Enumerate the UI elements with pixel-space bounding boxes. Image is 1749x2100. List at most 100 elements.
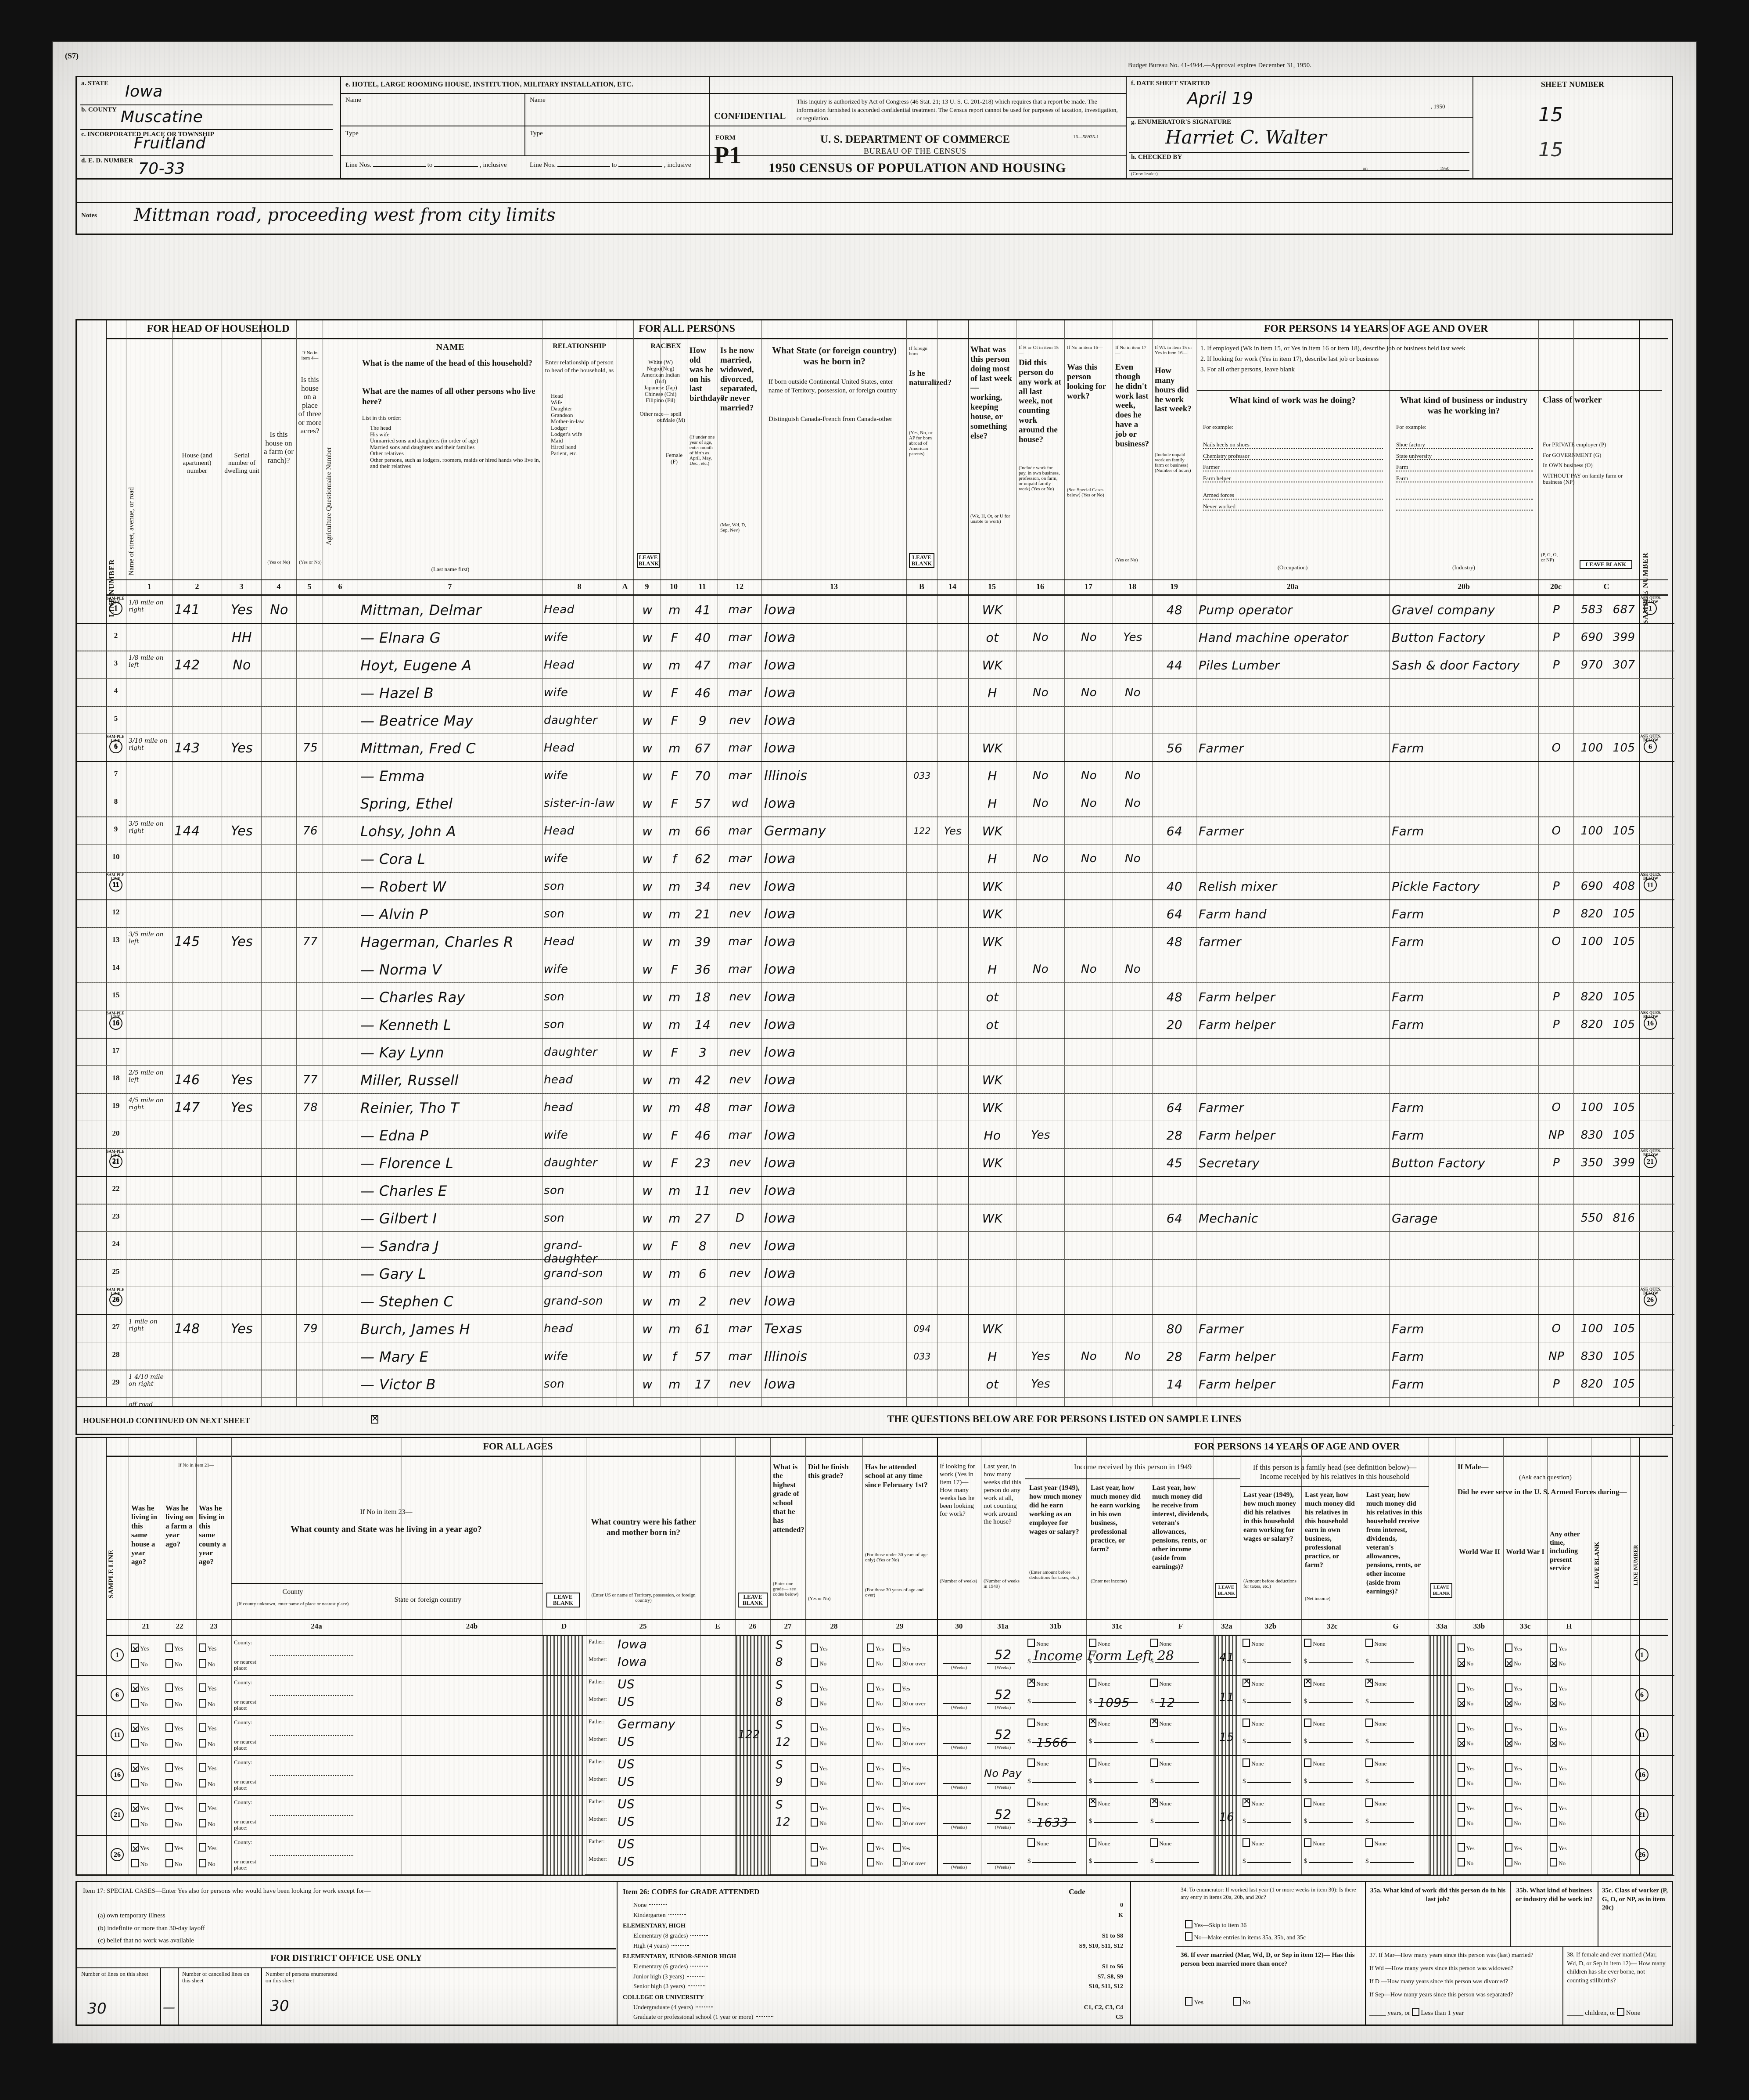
sample-armed-forces-33b[interactable]: Yes No	[1505, 1721, 1522, 1751]
sample-q28-age-option[interactable]: Yes 30 or over	[893, 1681, 926, 1711]
sample-q28-age-option[interactable]: Yes 30 or over	[893, 1721, 926, 1751]
sample-armed-forces-33a[interactable]: Yes No	[1458, 1681, 1475, 1711]
sample-none-checkbox-32b[interactable]: None	[1304, 1719, 1325, 1727]
table-row[interactable]: 2 HH — Elnara G wife w F 40 mar Iowa ot No No Yes Han…	[77, 623, 1674, 651]
sample-none-checkbox-31b[interactable]: None	[1089, 1716, 1110, 1727]
table-row[interactable]: 7 — Emma wife w F 70 mar Illinois 033 H No No No	[77, 762, 1674, 789]
sample-none-checkbox-32a[interactable]: None	[1243, 1796, 1264, 1807]
sample-yesno-21[interactable]: Yes No	[131, 1841, 149, 1873]
table-row[interactable]: 21 21 21 SAM-PLE LINE ASK QUES. BELOW — Flore…	[77, 1149, 1674, 1177]
sample-none-checkbox-32b[interactable]: None	[1304, 1639, 1325, 1647]
sample-none-checkbox-32c[interactable]: None	[1365, 1758, 1386, 1767]
sample-q27-yesno[interactable]: Yes No	[811, 1761, 828, 1791]
sample-q28-age-option[interactable]: Yes 30 or over	[893, 1801, 926, 1831]
table-row[interactable]: 10 — Cora L wife w f 62 mar Iowa H No No No	[77, 845, 1674, 873]
sample-none-checkbox-32a[interactable]: None	[1243, 1758, 1264, 1767]
table-row[interactable]: 26 26 26 SAM-PLE LINE ASK QUES. BELOW — Steph…	[77, 1287, 1674, 1315]
sample-none-checkbox-32c[interactable]: None	[1365, 1676, 1386, 1687]
sample-yesno-21[interactable]: Yes No	[131, 1801, 149, 1833]
table-row[interactable]: 12 — Alvin P son w m 21 nev Iowa WK 64 Farm hand Fa…	[77, 900, 1674, 928]
sample-none-checkbox-32b[interactable]: None	[1304, 1838, 1325, 1847]
sample-q27-yesno[interactable]: Yes No	[811, 1721, 828, 1751]
sample-armed-forces-33a[interactable]: Yes No	[1458, 1761, 1475, 1791]
sample-armed-forces-33b[interactable]: Yes No	[1505, 1681, 1522, 1711]
sample-none-checkbox-31a[interactable]: None	[1027, 1719, 1049, 1727]
sample-table-row[interactable]: 6 6 Yes No Yes No Yes No County: or nearest…	[77, 1676, 1674, 1716]
sample-yesno-22[interactable]: Yes No	[165, 1841, 183, 1873]
sample-armed-forces-33a[interactable]: Yes No	[1458, 1801, 1475, 1831]
q34-yes-option[interactable]: Yes—Skip to item 36	[1185, 1920, 1246, 1929]
sample-none-checkbox-32a[interactable]: None	[1243, 1719, 1264, 1727]
table-row[interactable]: 24 — Sandra J grand-daughter w F 8 nev Iowa	[77, 1232, 1674, 1266]
sample-q27-yesno[interactable]: Yes No	[811, 1641, 828, 1671]
sample-none-checkbox-32b[interactable]: None	[1304, 1758, 1325, 1767]
sample-armed-forces-33c[interactable]: Yes No	[1550, 1801, 1567, 1831]
sample-none-checkbox-32a[interactable]: None	[1243, 1838, 1264, 1847]
table-row[interactable]: 23 — Gilbert I son w m 27 D Iowa WK 64 Mechanic Gar…	[77, 1204, 1674, 1232]
table-row[interactable]: 22 — Charles E son w m 11 nev Iowa	[77, 1176, 1674, 1205]
sample-yesno-22[interactable]: Yes No	[165, 1721, 183, 1753]
sample-none-checkbox-31c[interactable]: None	[1150, 1716, 1171, 1727]
table-row[interactable]: 4 — Hazel B wife w F 46 mar Iowa H No No No	[77, 679, 1674, 707]
table-row[interactable]: 3 1/8 mile on left 142 No Hoyt, Eugene A Head…	[77, 651, 1674, 679]
sample-armed-forces-33b[interactable]: Yes No	[1505, 1841, 1522, 1871]
sample-none-checkbox-32b[interactable]: None	[1304, 1676, 1325, 1687]
sample-none-checkbox-32a[interactable]: None	[1243, 1676, 1264, 1687]
sample-table-row[interactable]: 16 16 Yes No Yes No Yes No County: or neare…	[77, 1756, 1674, 1796]
sample-armed-forces-33b[interactable]: Yes No	[1505, 1801, 1522, 1831]
table-row[interactable]: 18 2/5 mile on left 146 Yes 77 Miller, Russel…	[77, 1066, 1674, 1094]
sample-none-checkbox-31c[interactable]: None	[1150, 1639, 1171, 1647]
table-row[interactable]: 19 4/5 mile on right 147 Yes 78 Reinier, Tho …	[77, 1093, 1674, 1121]
sample-yesno-23[interactable]: Yes No	[199, 1721, 216, 1753]
table-row[interactable]: 14 — Norma V wife w F 36 mar Iowa H No No No	[77, 955, 1674, 983]
sample-armed-forces-33c[interactable]: Yes No	[1550, 1721, 1567, 1751]
sample-q28-yesno[interactable]: Yes No	[867, 1761, 884, 1791]
sample-q27-yesno[interactable]: Yes No	[811, 1801, 828, 1831]
sample-yesno-21[interactable]: Yes No	[131, 1641, 149, 1673]
sample-none-checkbox-32c[interactable]: None	[1365, 1798, 1386, 1807]
sample-q28-yesno[interactable]: Yes No	[867, 1641, 884, 1671]
sample-q28-age-option[interactable]: Yes 30 or over	[893, 1761, 926, 1791]
sample-yesno-23[interactable]: Yes No	[199, 1801, 216, 1833]
sample-armed-forces-33c[interactable]: Yes No	[1550, 1641, 1567, 1671]
sample-yesno-22[interactable]: Yes No	[165, 1641, 183, 1673]
sample-q27-yesno[interactable]: Yes No	[811, 1681, 828, 1711]
table-row[interactable]: 11 11 11 SAM-PLE LINE ASK QUES. BELOW — Rober…	[77, 872, 1674, 900]
sample-table-row[interactable]: 26 26 Yes No Yes No Yes No County: or neare…	[77, 1836, 1674, 1876]
table-row[interactable]: 16 16 16 SAM-PLE LINE ASK QUES. BELOW — Kenne…	[77, 1010, 1674, 1039]
sample-none-checkbox-31a[interactable]: None	[1027, 1838, 1049, 1847]
sample-q28-yesno[interactable]: Yes No	[867, 1721, 884, 1751]
sample-none-checkbox-32c[interactable]: None	[1365, 1719, 1386, 1727]
table-row[interactable]: 20 — Edna P wife w F 46 mar Iowa Ho Yes 28 Farm hel…	[77, 1121, 1674, 1149]
sample-table-row[interactable]: 1 1 Yes No Yes No Yes No County: or nearest…	[77, 1636, 1674, 1676]
sample-q27-yesno[interactable]: Yes No	[811, 1841, 828, 1871]
sample-none-checkbox-31b[interactable]: None	[1089, 1838, 1110, 1847]
sample-armed-forces-33a[interactable]: Yes No	[1458, 1641, 1475, 1671]
sample-armed-forces-33c[interactable]: Yes No	[1550, 1681, 1567, 1711]
sample-none-checkbox-31b[interactable]: None	[1089, 1796, 1110, 1807]
table-row[interactable]: 17 — Kay Lynn daughter w F 3 nev Iowa	[77, 1038, 1674, 1066]
sample-yesno-21[interactable]: Yes No	[131, 1721, 149, 1753]
table-row[interactable]: 6 6 6 SAM-PLE LINE ASK QUES. BELOW 3/10 mile …	[77, 734, 1674, 762]
table-row[interactable]: 28 — Mary E wife w f 57 mar Illinois 033 H Yes No No…	[77, 1342, 1674, 1370]
sample-armed-forces-33a[interactable]: Yes No	[1458, 1841, 1475, 1871]
sample-table-row[interactable]: 11 11 Yes No Yes No Yes No County: or neare…	[77, 1716, 1674, 1756]
sample-yesno-23[interactable]: Yes No	[199, 1841, 216, 1873]
table-row[interactable]: 5 — Beatrice May daughter w F 9 nev Iowa	[77, 706, 1674, 734]
q36-yes-option[interactable]: Yes	[1185, 1997, 1203, 2007]
sample-yesno-22[interactable]: Yes No	[165, 1761, 183, 1793]
sample-none-checkbox-31a[interactable]: None	[1027, 1798, 1049, 1807]
sample-yesno-21[interactable]: Yes No	[131, 1681, 149, 1713]
sample-armed-forces-33c[interactable]: Yes No	[1550, 1841, 1567, 1871]
sample-armed-forces-33b[interactable]: Yes No	[1505, 1641, 1522, 1671]
table-row[interactable]: 13 3/5 mile on left 145 Yes 77 Hagerman, Char…	[77, 928, 1674, 955]
sample-q28-age-option[interactable]: Yes 30 or over	[893, 1641, 926, 1671]
sample-none-checkbox-32c[interactable]: None	[1365, 1838, 1386, 1847]
sample-none-checkbox-31c[interactable]: None	[1150, 1679, 1171, 1687]
sample-none-checkbox-31a[interactable]: None	[1027, 1758, 1049, 1767]
q37-answer-row[interactable]: _____ years, or Less than 1 year	[1369, 2008, 1464, 2017]
sample-none-checkbox-31a[interactable]: None	[1027, 1639, 1049, 1647]
sample-table-row[interactable]: 21 21 Yes No Yes No Yes No County: or neare…	[77, 1796, 1674, 1836]
sample-none-checkbox-31c[interactable]: None	[1150, 1758, 1171, 1767]
table-row[interactable]: 29 1 4/10 mile on right — Victor B son w m 17 n…	[77, 1370, 1674, 1398]
